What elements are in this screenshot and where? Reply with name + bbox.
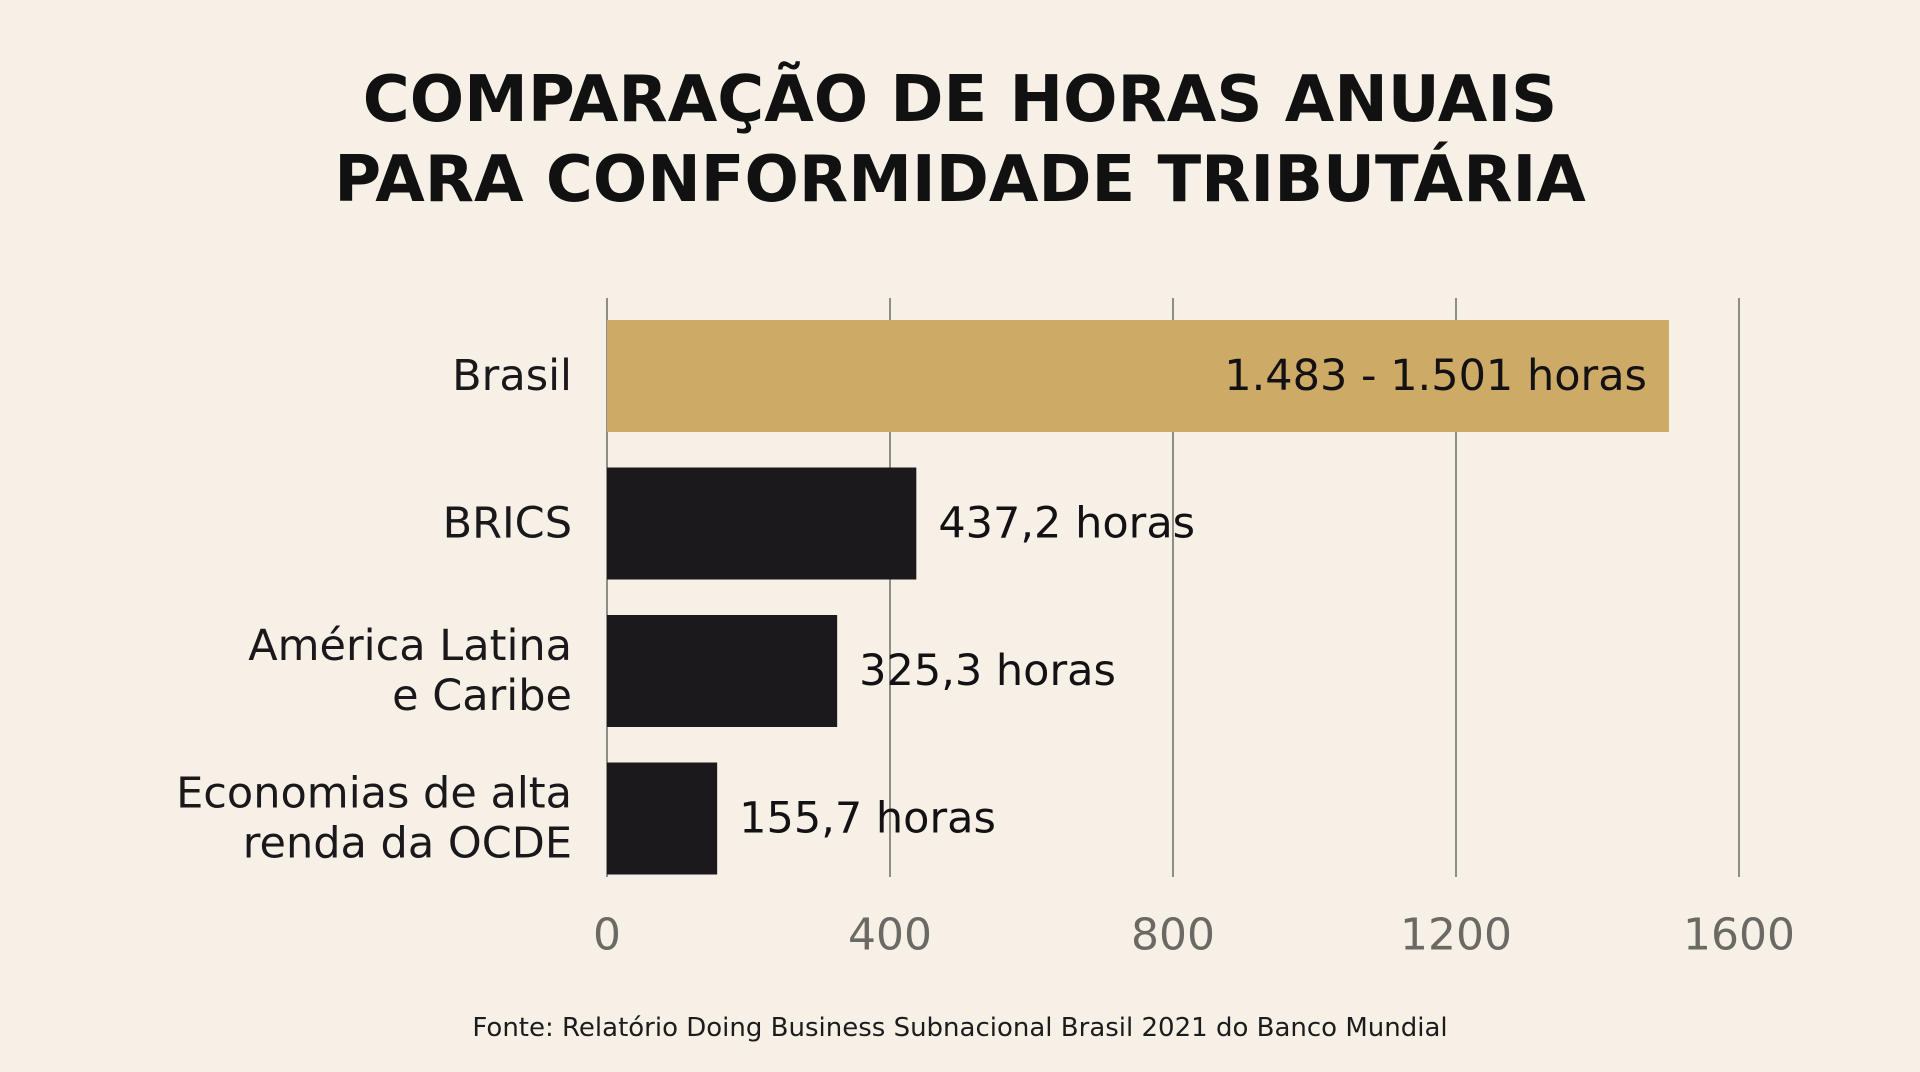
category-label-2-line-1: e Caribe — [392, 671, 572, 721]
category-label-1: BRICS — [443, 499, 572, 549]
data-label-1: 437,2 horas — [938, 499, 1195, 549]
x-tick-label-3: 1200 — [1400, 910, 1512, 961]
x-tick-label-2: 800 — [1131, 910, 1215, 961]
bar-2 — [607, 615, 838, 727]
category-label-0-line-0: Brasil — [452, 351, 572, 401]
chart-title-line-1: COMPARAÇÃO DE HORAS ANUAIS — [362, 63, 1558, 137]
category-label-0: Brasil — [452, 351, 572, 401]
x-tick-label-0: 0 — [593, 910, 621, 961]
bar-3 — [607, 762, 718, 875]
data-label-3: 155,7 horas — [739, 794, 996, 844]
category-label-3-line-1: renda da OCDE — [243, 819, 572, 869]
category-label-3-line-0: Economias de alta — [176, 769, 572, 819]
data-label-0: 1.483 - 1.501 horas — [1224, 351, 1647, 401]
x-tick-label-4: 1600 — [1683, 910, 1795, 961]
category-label-1-line-0: BRICS — [443, 499, 572, 549]
category-label-3: Economias de alta renda da OCDE — [176, 769, 572, 869]
chart-title-line-2: PARA CONFORMIDADE TRIBUTÁRIA — [334, 143, 1586, 217]
bar-0 — [607, 320, 1669, 432]
chart-title: COMPARAÇÃO DE HORAS ANUAIS PARA CONFORMI… — [0, 60, 1920, 220]
category-label-2-line-0: América Latina — [248, 621, 572, 671]
category-label-2: América Latina e Caribe — [248, 621, 572, 721]
source-note: Fonte: Relatório Doing Business Subnacio… — [472, 1013, 1448, 1043]
x-tick-label-1: 400 — [848, 910, 932, 961]
data-label-2: 325,3 horas — [859, 646, 1116, 696]
bar-1 — [607, 467, 917, 580]
